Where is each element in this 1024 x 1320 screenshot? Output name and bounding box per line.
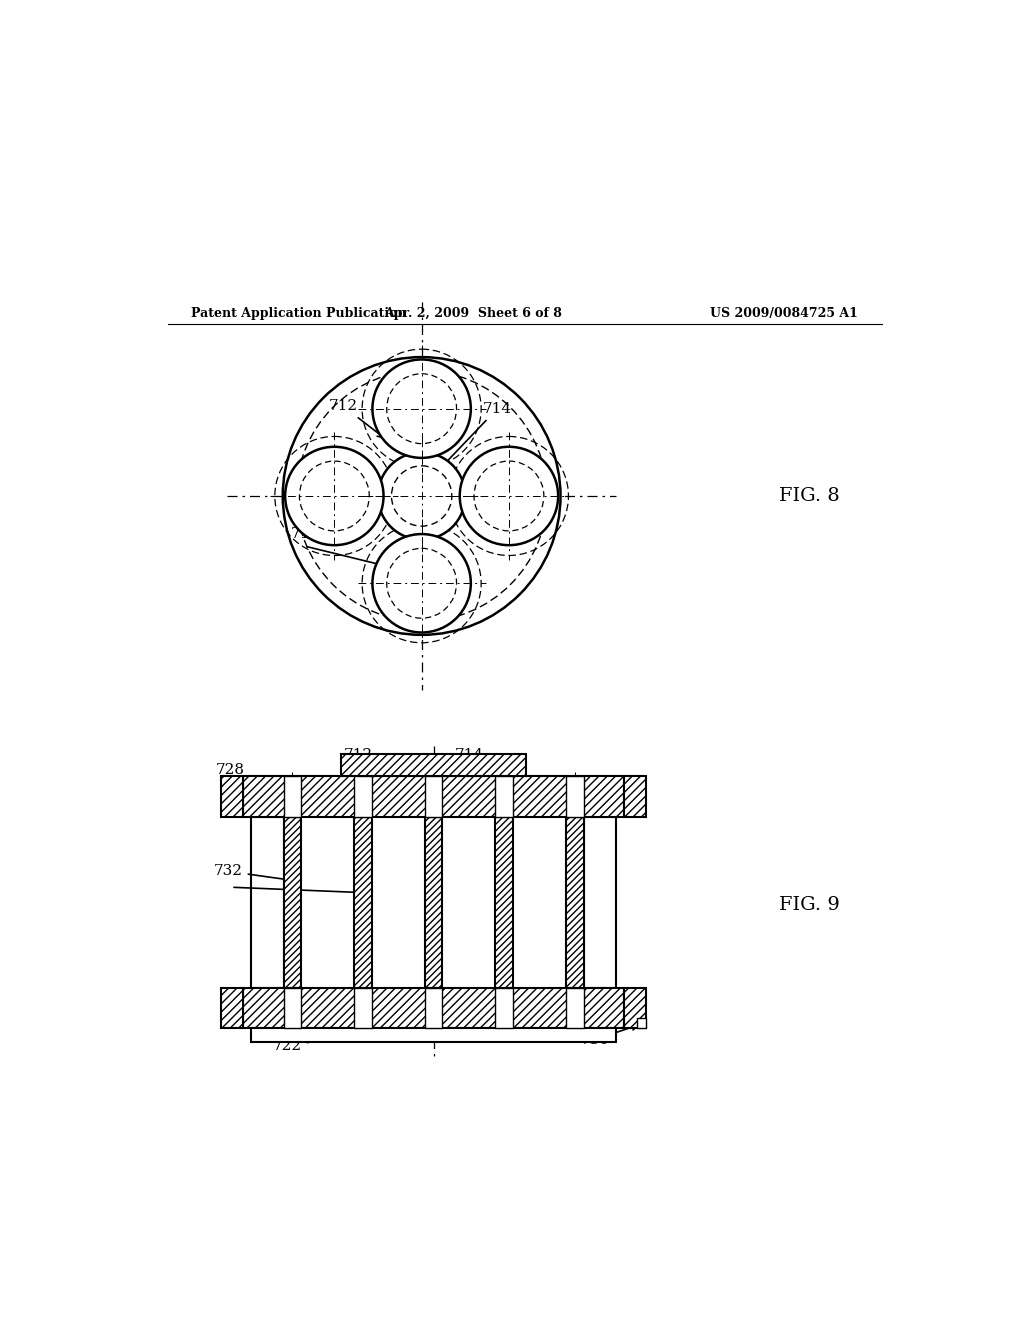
Text: 712: 712 bbox=[344, 748, 373, 810]
Text: 713: 713 bbox=[291, 524, 366, 541]
Circle shape bbox=[460, 446, 558, 545]
Bar bbox=[425, 776, 442, 817]
Bar bbox=[284, 776, 301, 817]
Bar bbox=[243, 987, 624, 1028]
Bar bbox=[251, 1028, 616, 1041]
Text: 722: 722 bbox=[272, 1031, 370, 1053]
Bar bbox=[637, 1018, 646, 1028]
Text: US 2009/0084725 A1: US 2009/0084725 A1 bbox=[711, 308, 858, 319]
Bar bbox=[284, 987, 301, 1028]
Bar bbox=[425, 817, 442, 987]
Bar bbox=[566, 776, 584, 817]
Circle shape bbox=[378, 453, 465, 540]
Bar bbox=[341, 754, 526, 776]
Bar bbox=[354, 987, 372, 1028]
Text: 714: 714 bbox=[436, 748, 484, 810]
Text: 732: 732 bbox=[214, 865, 292, 882]
Bar bbox=[425, 987, 442, 1028]
Text: 712: 712 bbox=[329, 399, 384, 438]
Circle shape bbox=[373, 359, 471, 458]
Bar bbox=[566, 987, 584, 1028]
Circle shape bbox=[391, 466, 452, 527]
Bar bbox=[284, 817, 301, 987]
Bar bbox=[584, 817, 616, 987]
Circle shape bbox=[285, 446, 384, 545]
Bar bbox=[496, 776, 513, 817]
Text: Apr. 2, 2009  Sheet 6 of 8: Apr. 2, 2009 Sheet 6 of 8 bbox=[384, 308, 562, 319]
Circle shape bbox=[373, 535, 471, 632]
Bar bbox=[354, 817, 372, 987]
Text: 714: 714 bbox=[439, 401, 512, 470]
Circle shape bbox=[283, 358, 560, 635]
Circle shape bbox=[474, 461, 544, 531]
Bar bbox=[251, 817, 284, 987]
Text: 728: 728 bbox=[215, 763, 245, 784]
Text: FIG. 9: FIG. 9 bbox=[778, 896, 840, 913]
Bar bbox=[566, 817, 584, 987]
Circle shape bbox=[387, 374, 457, 444]
Bar bbox=[354, 776, 372, 817]
Text: FIG. 8: FIG. 8 bbox=[778, 487, 840, 506]
Bar bbox=[221, 987, 243, 1028]
Text: Patent Application Publication: Patent Application Publication bbox=[191, 308, 407, 319]
Circle shape bbox=[387, 548, 457, 618]
Bar bbox=[624, 987, 646, 1028]
Circle shape bbox=[299, 461, 370, 531]
Bar bbox=[624, 776, 646, 817]
Bar bbox=[243, 776, 624, 817]
Text: 730: 730 bbox=[581, 1024, 638, 1047]
Bar bbox=[496, 817, 513, 987]
Bar bbox=[496, 987, 513, 1028]
Bar bbox=[221, 776, 243, 817]
